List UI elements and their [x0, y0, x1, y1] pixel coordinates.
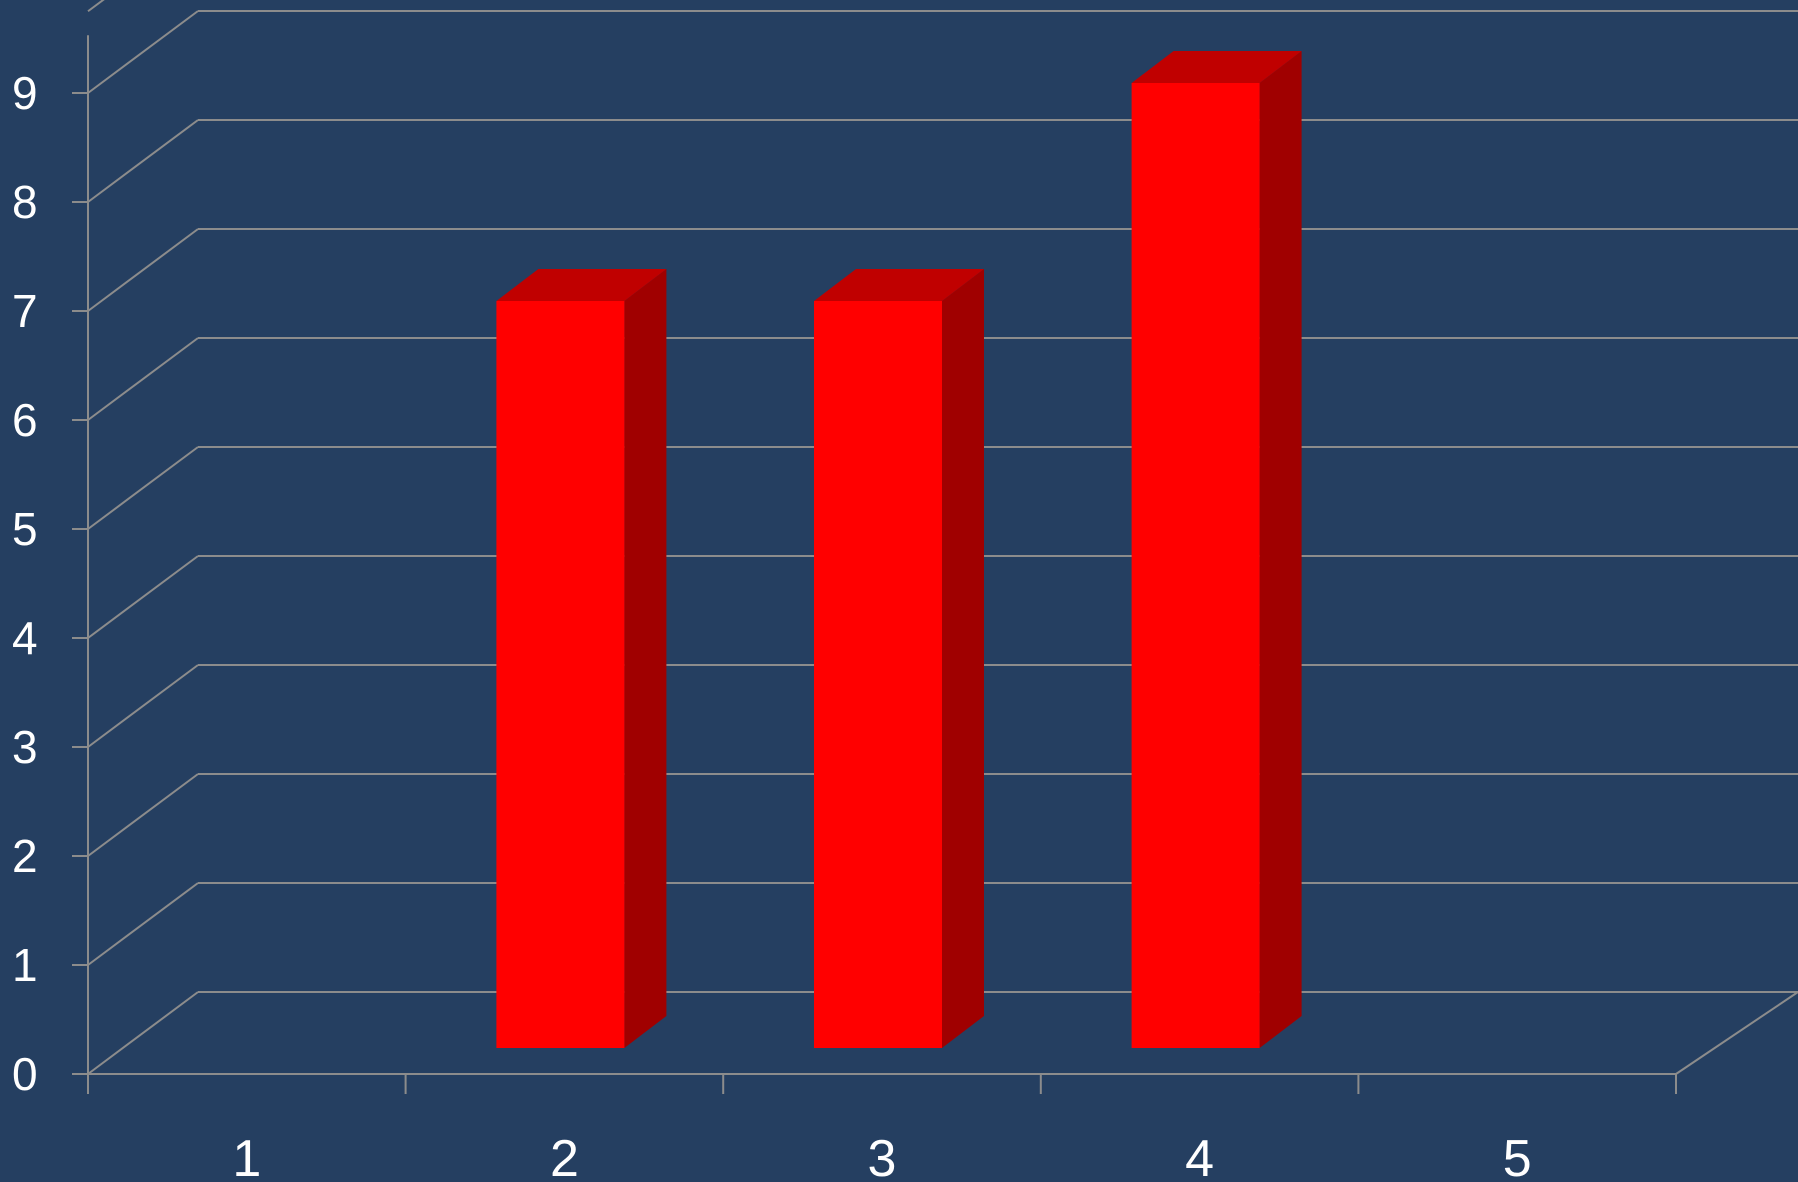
bar-top: [814, 269, 984, 301]
bar: [814, 269, 984, 1048]
gridline-side: [87, 119, 199, 203]
bar: [496, 269, 667, 1048]
gridline-side: [87, 555, 199, 639]
x-tick-label: 3: [868, 1130, 897, 1182]
bar-front: [496, 301, 625, 1048]
y-tick-label: 8: [12, 176, 38, 228]
bar-side: [1259, 51, 1302, 1048]
gridline-side: [87, 446, 199, 530]
x-tick-label: 4: [1185, 1130, 1214, 1182]
x-tick-label: 2: [550, 1130, 579, 1182]
y-tick-label: 6: [12, 394, 38, 446]
bar-top: [496, 269, 667, 301]
grid-layer: [87, 0, 1798, 1075]
y-tick-label: 4: [12, 612, 38, 664]
floor-right-edge: [1675, 991, 1798, 1075]
gridline-side: [87, 991, 199, 1075]
y-tick-label: 3: [12, 721, 38, 773]
y-tick-label: 5: [12, 503, 38, 555]
gridline-side: [87, 10, 199, 94]
labels-layer: 0 1 2 3 4 5 6 7 8 9 1 2 3 4 5: [12, 67, 1532, 1182]
axes-layer: [72, 35, 1677, 1094]
bar-side: [942, 269, 984, 1048]
bar: [1131, 51, 1302, 1048]
y-tick-label: 2: [12, 830, 38, 882]
y-tick-label: 7: [12, 285, 38, 337]
bar-front: [1131, 83, 1260, 1048]
bar-top: [1131, 51, 1302, 83]
gridline-side: [87, 664, 199, 748]
gridline-side: [87, 337, 199, 421]
gridline-side: [87, 773, 199, 857]
gridline-side: [87, 0, 105, 13]
x-tick-label: 1: [232, 1130, 261, 1182]
bar-side: [624, 269, 667, 1048]
y-tick-label: 9: [12, 67, 38, 119]
bars-layer: [496, 51, 1302, 1048]
gridline-side: [87, 228, 199, 312]
bar-front: [814, 301, 942, 1048]
y-tick-label: 0: [12, 1048, 38, 1100]
gridline-side: [87, 882, 199, 966]
y-tick-label: 1: [12, 939, 38, 991]
x-tick-label: 5: [1503, 1130, 1532, 1182]
